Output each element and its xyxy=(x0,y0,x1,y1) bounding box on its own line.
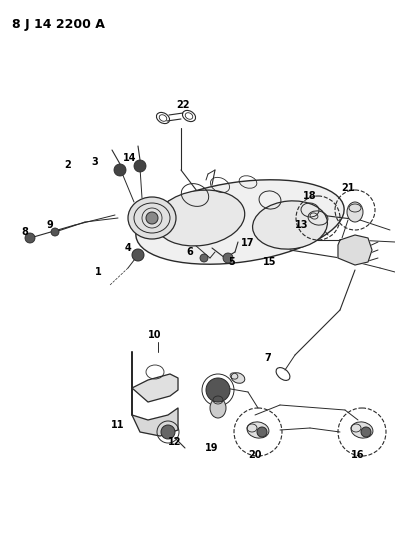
Circle shape xyxy=(257,427,267,437)
Text: 1: 1 xyxy=(95,267,102,277)
Ellipse shape xyxy=(210,398,226,418)
Ellipse shape xyxy=(351,422,373,438)
Circle shape xyxy=(132,249,144,261)
Text: 8: 8 xyxy=(22,227,28,237)
Circle shape xyxy=(161,425,175,439)
Text: 21: 21 xyxy=(341,183,355,193)
Text: 8 J 14 2200 A: 8 J 14 2200 A xyxy=(12,18,105,31)
Text: 4: 4 xyxy=(125,243,132,253)
Ellipse shape xyxy=(247,422,269,438)
Text: 7: 7 xyxy=(265,353,271,363)
Ellipse shape xyxy=(347,202,363,222)
Text: 17: 17 xyxy=(241,238,255,248)
Circle shape xyxy=(25,233,35,243)
Circle shape xyxy=(134,160,146,172)
Circle shape xyxy=(114,164,126,176)
Text: 13: 13 xyxy=(295,220,309,230)
Polygon shape xyxy=(338,235,372,265)
Text: 14: 14 xyxy=(123,153,137,163)
Text: 11: 11 xyxy=(111,420,125,430)
Polygon shape xyxy=(132,352,178,402)
Text: 6: 6 xyxy=(186,247,194,257)
Ellipse shape xyxy=(128,197,176,239)
Circle shape xyxy=(51,228,59,236)
Text: 10: 10 xyxy=(148,330,162,340)
Text: 16: 16 xyxy=(351,450,365,460)
Text: 2: 2 xyxy=(65,160,71,170)
Text: 19: 19 xyxy=(205,443,219,453)
Circle shape xyxy=(206,378,230,402)
Ellipse shape xyxy=(155,190,245,246)
Text: 18: 18 xyxy=(303,191,317,201)
Circle shape xyxy=(146,212,158,224)
Text: 20: 20 xyxy=(248,450,262,460)
Circle shape xyxy=(361,427,371,437)
Text: 3: 3 xyxy=(92,157,98,167)
Ellipse shape xyxy=(231,373,245,383)
Text: 9: 9 xyxy=(47,220,53,230)
Text: 22: 22 xyxy=(176,100,190,110)
Text: 15: 15 xyxy=(263,257,277,267)
Text: 12: 12 xyxy=(168,437,182,447)
Ellipse shape xyxy=(252,201,327,249)
Circle shape xyxy=(223,253,233,263)
Ellipse shape xyxy=(136,180,344,264)
Circle shape xyxy=(200,254,208,262)
Text: 5: 5 xyxy=(229,257,235,267)
Polygon shape xyxy=(132,388,178,436)
